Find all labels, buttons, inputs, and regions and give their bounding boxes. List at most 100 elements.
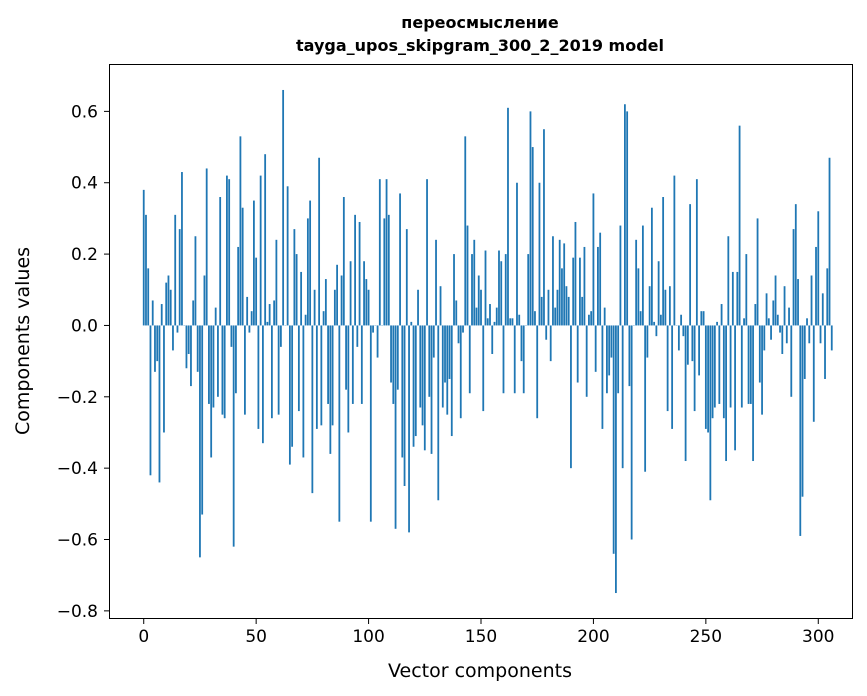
- bar-90: [345, 325, 347, 390]
- bar-254: [713, 325, 716, 408]
- y-axis-label: Components values: [12, 247, 34, 435]
- bar-303: [824, 325, 826, 379]
- bar-220: [637, 268, 640, 326]
- bar-292: [799, 325, 802, 536]
- bar-8: [160, 304, 163, 326]
- bar-229: [657, 261, 660, 326]
- bar-302: [821, 293, 824, 326]
- bar-61: [279, 325, 282, 347]
- bar-159: [500, 261, 503, 326]
- bar-147: [473, 239, 476, 326]
- bar-36: [223, 325, 226, 419]
- bar-77: [315, 325, 318, 429]
- bar-85: [333, 289, 336, 326]
- bar-91: [347, 325, 350, 433]
- bar-136: [448, 325, 451, 379]
- bar-82: [327, 325, 329, 404]
- bar-74: [309, 200, 312, 326]
- bar-247: [698, 325, 700, 376]
- bar-166: [516, 182, 518, 326]
- bar-203: [599, 232, 602, 326]
- bar-284: [781, 325, 784, 354]
- bar-261: [729, 325, 732, 408]
- bar-21: [190, 325, 192, 387]
- bar-107: [383, 218, 386, 326]
- bar-10: [165, 282, 168, 326]
- bar-301: [819, 325, 822, 344]
- bar-271: [752, 325, 754, 462]
- bar-269: [747, 325, 750, 404]
- bar-84: [331, 325, 334, 426]
- bar-73: [306, 218, 309, 326]
- bar-29: [208, 325, 210, 404]
- bar-243: [689, 204, 692, 326]
- bar-304: [826, 268, 829, 326]
- bar-208: [610, 325, 613, 358]
- bar-157: [495, 307, 498, 326]
- bar-14: [174, 214, 177, 326]
- bar-57: [270, 325, 273, 419]
- x-tick-label: 0: [138, 627, 149, 647]
- bar-118: [408, 325, 410, 533]
- bar-297: [810, 275, 813, 326]
- bar-31: [212, 325, 215, 408]
- bar-195: [581, 296, 584, 326]
- bar-95: [356, 325, 359, 347]
- bar-151: [482, 325, 485, 412]
- bar-113: [396, 325, 399, 390]
- bar-145: [468, 325, 471, 394]
- bar-175: [536, 325, 539, 419]
- bar-227: [653, 321, 656, 326]
- bar-96: [358, 221, 361, 326]
- bar-207: [608, 325, 611, 376]
- bar-98: [363, 261, 365, 326]
- bar-86: [336, 264, 338, 326]
- bar-239: [680, 314, 683, 326]
- bar-28: [205, 168, 208, 326]
- bar-214: [624, 104, 626, 326]
- plot-frame: [109, 64, 853, 619]
- bar-198: [588, 314, 590, 326]
- bar-47: [248, 325, 251, 333]
- bar-0: [142, 189, 145, 326]
- bar-189: [567, 296, 570, 326]
- x-tick-label: 150: [465, 627, 497, 647]
- bar-75: [311, 325, 314, 494]
- bar-26: [201, 325, 204, 515]
- bar-192: [574, 221, 577, 326]
- bar-108: [385, 179, 388, 326]
- bar-265: [738, 125, 741, 326]
- bar-135: [446, 325, 449, 415]
- bar-41: [235, 325, 237, 394]
- bar-104: [376, 325, 379, 358]
- bar-71: [302, 325, 305, 458]
- bar-273: [756, 218, 759, 326]
- bar-70: [300, 271, 303, 326]
- y-tick-label: 0.2: [71, 245, 98, 265]
- bar-144: [466, 225, 469, 326]
- bar-221: [639, 311, 642, 326]
- bar-263: [734, 325, 736, 451]
- x-tick-label: 250: [690, 627, 722, 647]
- bar-69: [297, 325, 300, 412]
- bar-180: [547, 289, 550, 326]
- bar-101: [369, 325, 372, 522]
- bar-37: [226, 175, 228, 326]
- bar-246: [695, 179, 698, 326]
- bar-148: [475, 307, 478, 326]
- bar-72: [304, 314, 307, 326]
- chart-title-line2: tayga_upos_skipgram_300_2_2019 model: [296, 36, 664, 55]
- bar-115: [401, 325, 404, 458]
- bar-235: [671, 325, 674, 429]
- bar-231: [662, 197, 665, 326]
- bar-20: [187, 325, 190, 354]
- bar-171: [527, 254, 530, 326]
- bar-42: [237, 246, 240, 326]
- bar-191: [572, 257, 575, 326]
- bar-255: [716, 321, 718, 326]
- bar-139: [455, 300, 458, 326]
- bar-288: [790, 325, 793, 397]
- bar-119: [410, 321, 413, 326]
- bar-130: [435, 239, 437, 326]
- bar-183: [554, 307, 557, 326]
